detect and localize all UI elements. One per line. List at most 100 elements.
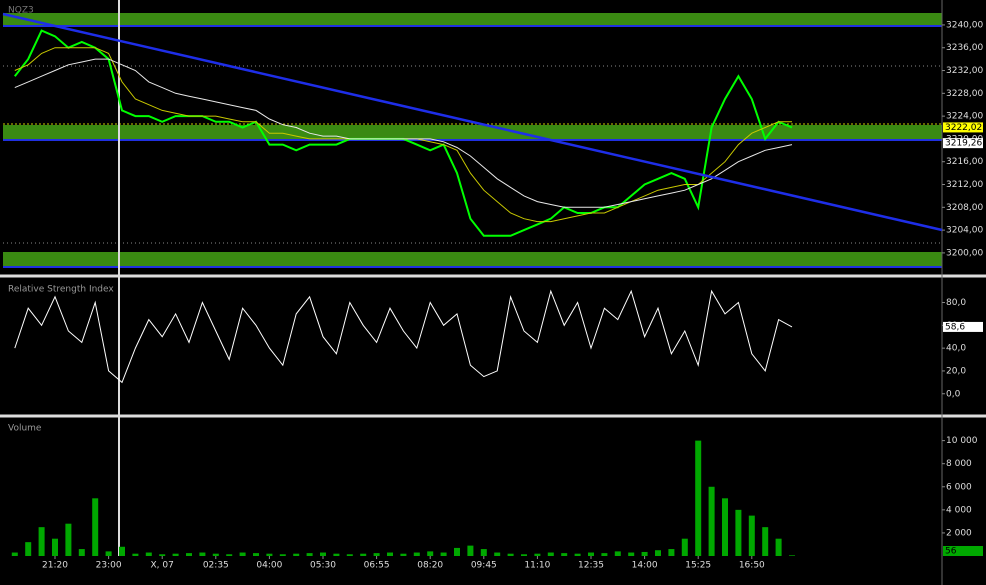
price-marker-label: 56 [945,547,957,557]
bar [239,552,246,556]
bar [400,553,407,556]
y-tick-label: 3236,00 [946,43,983,53]
bar [253,553,259,556]
x-tick-label: 15:25 [685,561,711,571]
bar [547,552,554,556]
y-tick-label: 3216,00 [946,157,983,167]
y-tick-label: 3232,00 [946,66,983,76]
bar [534,553,541,556]
bar [212,553,219,556]
bar [293,553,300,556]
bar [105,551,112,556]
bar [199,552,206,556]
bar [668,549,675,556]
y-tick-label: 40,0 [946,344,966,354]
bar [38,527,45,556]
bar [735,509,742,556]
panel-title: Relative Strength Index [8,285,114,295]
x-tick-label: 02:35 [203,561,229,571]
y-tick-label: 3228,00 [946,89,983,99]
price-marker [943,122,983,133]
x-tick-label: 11:10 [524,561,550,571]
price-marker [943,546,983,556]
bar [413,552,420,556]
bar [655,550,661,556]
bar [226,554,233,556]
bar [762,527,769,556]
bar [25,542,32,556]
x-tick-label: 14:00 [632,561,658,571]
bar [279,554,286,556]
bar [266,553,273,556]
bar [186,553,192,556]
bar [52,538,58,556]
bar [467,545,474,556]
bar [159,554,166,556]
y-tick-label: 3204,00 [946,226,983,236]
zone [3,125,942,139]
y-tick-label: 8 000 [946,459,972,469]
y-tick-label: 3224,00 [946,112,983,122]
bar [480,549,487,556]
bar [775,538,782,556]
bar [387,552,393,556]
bar [132,553,139,556]
bar [507,553,514,556]
bar [574,553,581,556]
price-marker-label: 3222,02 [945,123,982,133]
bar [521,554,527,556]
y-tick-label: 3212,00 [946,180,983,190]
y-tick-label: 10 000 [946,436,978,446]
bar [628,552,635,556]
x-tick-label: 04:00 [256,561,282,571]
x-tick-label: 06:55 [364,561,390,571]
bar [65,523,72,556]
bar [789,555,795,556]
bar [588,552,594,556]
bar [748,515,755,556]
x-tick-label: 23:00 [96,561,122,571]
bar [346,554,353,556]
price-marker-label: 58,6 [945,322,965,332]
bar [427,551,434,556]
bar [333,553,340,556]
y-tick-label: 4 000 [946,505,972,515]
bar [722,498,728,556]
bar [708,486,715,556]
bar [78,549,85,556]
bar [641,551,648,556]
bar [614,551,621,556]
zone [3,13,942,26]
zone [3,252,942,266]
bar [494,552,501,556]
bar [454,547,460,556]
price-marker [943,321,983,332]
y-tick-label: 3208,00 [946,203,983,213]
price-marker-label: 3219,26 [945,139,982,149]
bar [11,552,18,556]
bar [561,553,568,556]
bar [306,553,313,556]
x-tick-label: 05:30 [310,561,336,571]
x-tick-label: 12:35 [578,561,604,571]
plots: 3200,003204,003208,003212,003216,003220,… [11,20,983,571]
bar [172,553,179,556]
x-tick-label: 08:20 [417,561,443,571]
bar [681,538,688,556]
y-tick-label: 3200,00 [946,248,983,258]
y-tick-label: 80,0 [946,298,966,308]
y-tick-label: 20,0 [946,366,966,376]
bar [695,440,702,556]
bar [440,552,447,556]
y-tick-label: 2 000 [946,528,972,538]
bar [373,553,380,556]
bar [601,553,608,556]
y-tick-label: 3240,00 [946,20,983,30]
x-tick-label: 16:50 [739,561,765,571]
series-line [14,289,793,384]
bar [145,552,152,556]
bar [360,553,367,556]
x-tick-label: 09:45 [471,561,497,571]
